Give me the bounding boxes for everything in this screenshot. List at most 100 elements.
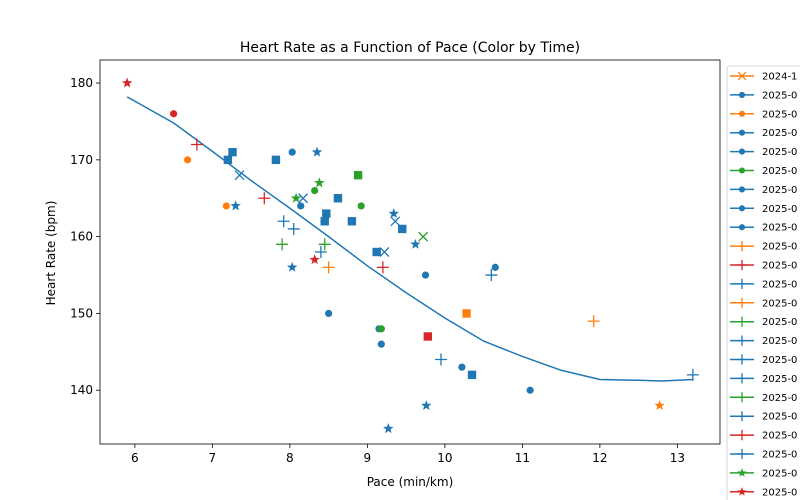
- data-point: [190, 138, 203, 151]
- data-point: [258, 192, 271, 205]
- legend-marker: [738, 148, 746, 155]
- legend-marker: [736, 278, 748, 289]
- data-point: [526, 386, 534, 394]
- data-point: [325, 309, 333, 318]
- data-point: [357, 202, 365, 210]
- legend-label: 2025-0: [762, 412, 797, 423]
- data-point: [230, 200, 241, 211]
- legend-label: 2025-0: [762, 336, 797, 347]
- data-point: [377, 325, 385, 333]
- data-point: [183, 156, 192, 164]
- data-point: [654, 400, 665, 411]
- legend-marker: [738, 224, 746, 231]
- legend-marker: [738, 91, 746, 98]
- data-point: [322, 261, 335, 274]
- data-point: [223, 155, 233, 165]
- data-point: [686, 368, 699, 381]
- data-point: [297, 202, 305, 210]
- data-point: [388, 208, 399, 219]
- data-point: [287, 222, 300, 235]
- legend-marker: [738, 167, 746, 174]
- y-tick-label: 160: [70, 230, 93, 244]
- y-tick-label: 140: [70, 383, 93, 397]
- legend-label: 2025-0: [762, 317, 797, 328]
- legend-marker: [736, 373, 748, 384]
- data-point: [398, 224, 407, 234]
- legend-marker: [736, 411, 748, 422]
- data-point: [318, 238, 331, 251]
- legend-marker: [737, 468, 747, 477]
- legend-label: 2025-0: [762, 487, 797, 498]
- legend-marker: [736, 259, 748, 271]
- data-point: [410, 238, 421, 249]
- legend-marker: [736, 316, 748, 327]
- legend-label: 2025-0: [762, 450, 797, 461]
- legend-marker: [736, 448, 748, 460]
- x-tick-label: 12: [592, 451, 607, 465]
- data-point: [418, 231, 429, 242]
- legend-label: 2025-0: [762, 355, 797, 366]
- data-point: [228, 147, 237, 157]
- data-point: [462, 309, 471, 318]
- legend-label: 2025-0: [762, 468, 797, 479]
- data-point: [353, 171, 363, 180]
- data-point: [485, 269, 498, 282]
- data-point: [234, 170, 245, 181]
- x-tick-label: 8: [286, 451, 294, 465]
- data-point: [298, 193, 309, 204]
- legend-label: 2025-0: [762, 128, 797, 139]
- data-point: [286, 261, 298, 272]
- data-point: [290, 192, 302, 203]
- data-point: [390, 216, 401, 227]
- data-point: [222, 202, 230, 210]
- legend-marker: [738, 186, 746, 193]
- legend-label: 2025-0: [762, 185, 797, 196]
- chart-title: Heart Rate as a Function of Pace (Color …: [240, 40, 580, 56]
- data-point: [372, 247, 381, 257]
- legend-label: 2025-0: [762, 261, 797, 272]
- data-point: [311, 186, 319, 195]
- legend-label: 2025-0: [762, 90, 797, 101]
- legend-marker: [738, 110, 746, 117]
- legend-label: 2025-0: [762, 431, 797, 442]
- legend-label: 2025-0: [762, 204, 797, 215]
- legend-marker: [737, 487, 747, 496]
- legend-label: 2025-0: [762, 374, 797, 385]
- data-point: [170, 110, 178, 118]
- data-point: [314, 177, 325, 188]
- legend-label: 2025-0: [762, 223, 797, 234]
- legend-marker: [736, 392, 748, 403]
- data-point: [320, 217, 329, 226]
- legend-label: 2025-0: [762, 147, 797, 158]
- x-tick-label: 13: [670, 451, 685, 465]
- legend-box: [726, 65, 800, 500]
- data-point: [311, 146, 323, 157]
- x-axis-label: Pace (min/km): [367, 475, 454, 489]
- legend-marker: [738, 129, 746, 136]
- data-point: [421, 271, 430, 279]
- x-tick-label: 7: [209, 451, 217, 465]
- data-point: [322, 209, 331, 218]
- legend-marker: [736, 354, 748, 365]
- data-point: [587, 315, 600, 328]
- data-point: [271, 155, 281, 165]
- data-point: [376, 261, 389, 274]
- y-tick-label: 150: [70, 306, 93, 320]
- legend-marker: [736, 335, 748, 346]
- legend-label: 2025-0: [762, 298, 797, 309]
- data-point: [423, 332, 433, 341]
- legend-label: 2025-0: [762, 279, 797, 290]
- x-tick-label: 6: [131, 451, 139, 465]
- legend: 2024-1 2025-0 2025-0 2025-0 2025-0 2025-0 2025…: [726, 65, 800, 500]
- data-point: [491, 263, 499, 271]
- y-axis-label: Heart Rate (bpm): [44, 201, 58, 306]
- legend-label: 2025-0: [762, 109, 797, 120]
- data-point: [383, 423, 394, 434]
- data-point: [347, 217, 357, 226]
- legend-marker: [738, 205, 746, 212]
- data-point: [333, 194, 343, 203]
- data-point: [458, 363, 466, 371]
- data-point: [435, 353, 447, 366]
- data-point: [309, 254, 320, 265]
- plot-frame: [99, 59, 721, 445]
